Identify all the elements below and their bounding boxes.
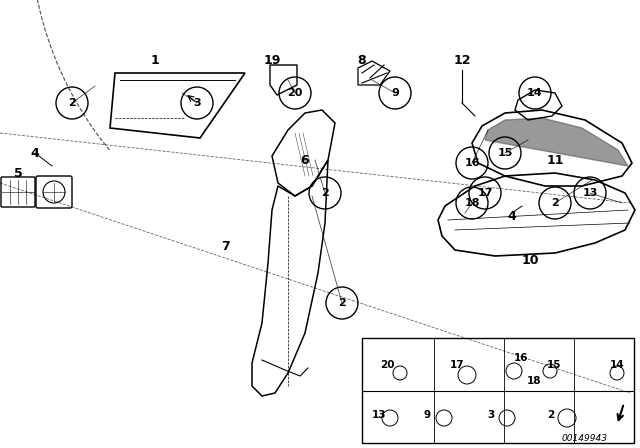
Text: 2: 2 [551,198,559,208]
Text: 20: 20 [380,360,394,370]
Text: 2: 2 [547,410,554,420]
Text: 12: 12 [453,53,471,66]
Text: 20: 20 [287,88,303,98]
Bar [362,338,634,443]
Text: 18: 18 [464,198,480,208]
Text: 10: 10 [521,254,539,267]
Text: 13: 13 [582,188,598,198]
Text: 4: 4 [508,210,516,223]
Text: 7: 7 [221,240,229,253]
Text: 5: 5 [13,167,22,180]
Text: 2: 2 [321,188,329,198]
Text: 16: 16 [514,353,529,363]
Text: 3: 3 [487,410,494,420]
Text: 6: 6 [301,154,309,167]
Text: 3: 3 [193,98,201,108]
Text: 15: 15 [547,360,561,370]
Text: 19: 19 [263,53,281,66]
Text: 16: 16 [464,158,480,168]
Text: 1: 1 [150,53,159,66]
Text: 9: 9 [424,410,431,420]
Text: 2: 2 [68,98,76,108]
Text: 17: 17 [477,188,493,198]
Text: 17: 17 [450,360,465,370]
Text: 14: 14 [527,88,543,98]
Text: 13: 13 [372,410,387,420]
Text: 4: 4 [31,146,40,159]
Text: 14: 14 [610,360,625,370]
Text: 15: 15 [497,148,513,158]
Text: 2: 2 [338,298,346,308]
Text: 18: 18 [527,376,541,386]
Polygon shape [485,118,628,166]
Text: 9: 9 [391,88,399,98]
Text: 00149943: 00149943 [562,434,608,443]
Text: 8: 8 [358,53,366,66]
Text: 11: 11 [547,154,564,167]
